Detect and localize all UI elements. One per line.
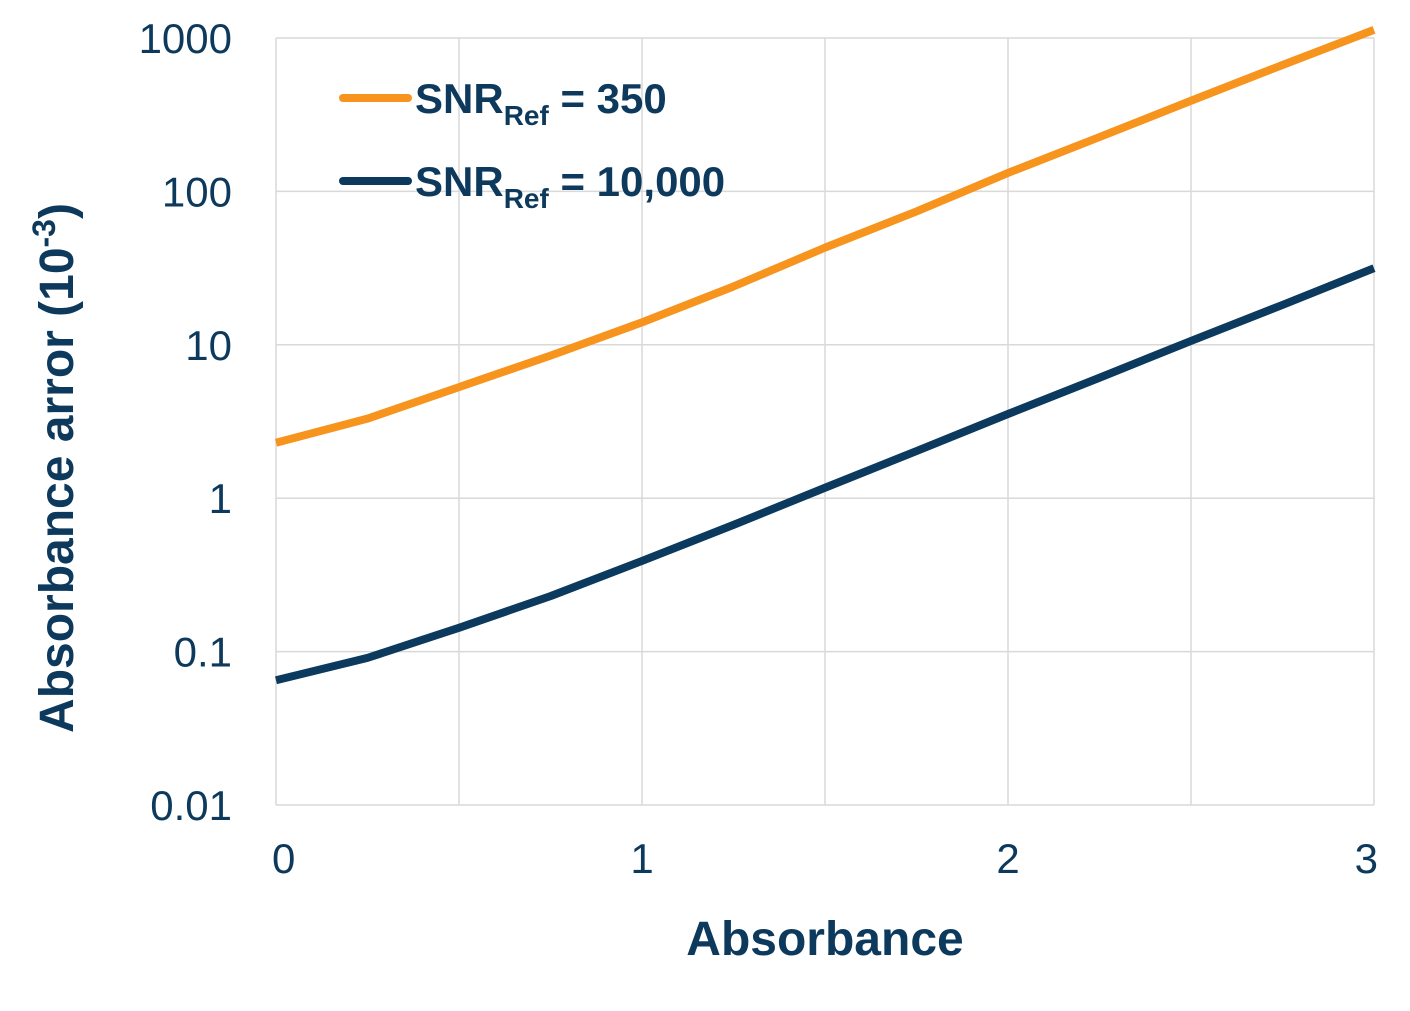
legend-label-sub: Ref [504, 183, 550, 214]
data-line [275, 264, 1376, 685]
data-line [274, 26, 1376, 447]
y-tick-label: 100 [162, 168, 232, 215]
legend-label: SNRRef = 350 [415, 75, 667, 131]
y-axis-title-sup: -3 [26, 219, 62, 247]
legend-label-base: SNR [415, 75, 504, 122]
y-tick-label: 1 [209, 475, 232, 522]
legend-label-end: = 10,000 [549, 158, 725, 205]
x-tick-label: 2 [996, 835, 1019, 882]
legend-label-base: SNR [415, 158, 504, 205]
legend-label-end: = 350 [549, 75, 667, 122]
x-tick-label: 1 [630, 835, 653, 882]
x-axis-title: Absorbance [686, 913, 963, 966]
y-axis-title-base: Absorbance arror (10 [31, 247, 84, 733]
y-axis-title: Absorbance arror (10-3) [26, 203, 84, 733]
y-tick-label: 0.01 [150, 782, 232, 829]
y-tick-label: 10 [185, 322, 232, 369]
y-axis-title-end: ) [31, 203, 84, 219]
x-tick-label: 3 [1355, 835, 1378, 882]
legend-label-sub: Ref [504, 100, 550, 131]
y-tick-label: 1000 [139, 15, 232, 62]
x-tick-label: 0 [272, 835, 295, 882]
y-tick-label: 0.1 [174, 629, 232, 676]
legend-label: SNRRef = 10,000 [415, 158, 725, 214]
